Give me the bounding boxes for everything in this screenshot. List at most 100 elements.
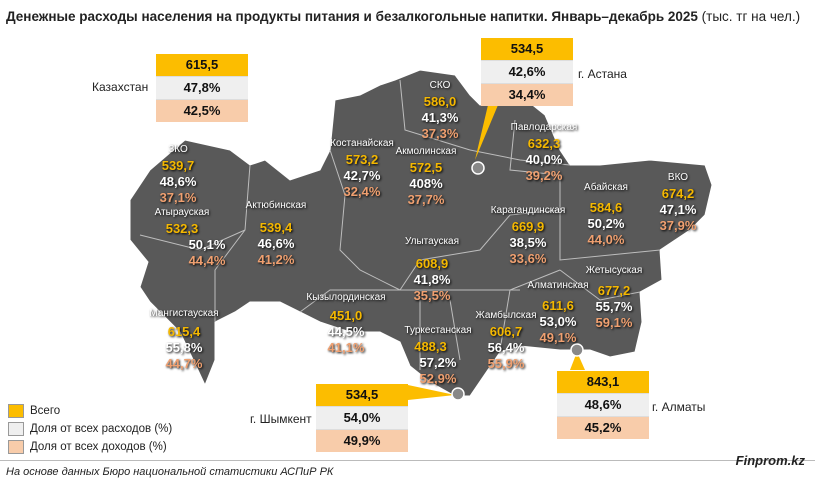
income-share: 45,2% xyxy=(557,417,649,439)
income-share: 44,4% xyxy=(188,253,226,268)
legend-total: Всего xyxy=(8,402,172,420)
expense-share: 38,5% xyxy=(509,235,547,250)
region-akmola: Акмолинская 572,5 408% 37,7% xyxy=(396,144,457,208)
income-share: 37,9% xyxy=(659,218,697,233)
expense-share: 46,6% xyxy=(257,236,295,251)
region-aktobe: Актюбинская 539,4 46,6% 41,2% xyxy=(246,198,307,268)
title-units: (тыс. тг на чел.) xyxy=(697,9,801,24)
income-share: 42,5% xyxy=(156,100,248,122)
region-kyzylorda: Кызылординская 451,0 44,5% 41,1% xyxy=(306,290,385,356)
shymkent-pointer xyxy=(408,385,455,400)
text: Всего xyxy=(30,405,61,417)
region-name: Костанайская xyxy=(330,138,394,149)
income-share: 44,7% xyxy=(165,356,203,371)
expense-share: 44,5% xyxy=(327,324,365,339)
title-main: Денежные расходы населения на продукты п… xyxy=(6,9,698,24)
astana-marker xyxy=(471,161,485,175)
total-value: 677,2 xyxy=(597,283,631,298)
expense-share: 50,1% xyxy=(188,237,226,252)
region-zhambyl: Жамбылская 606,7 56,4% 55,9% xyxy=(476,308,537,372)
income-share: 37,1% xyxy=(159,190,197,205)
country-shape xyxy=(129,69,713,397)
income-share: 49,1% xyxy=(539,330,577,345)
total-value: 534,5 xyxy=(316,384,408,406)
income-share: 33,6% xyxy=(509,251,547,266)
astana-box: 534,5 42,6% 34,4% xyxy=(481,38,573,106)
income-share: 34,4% xyxy=(481,84,573,106)
region-pavlodar: Павлодарская 632,3 40,0% 39,2% xyxy=(511,120,578,184)
expense-share: 40,0% xyxy=(525,152,563,167)
income-share: 55,9% xyxy=(487,356,525,371)
total-value: 539,4 xyxy=(259,220,293,235)
region-borders xyxy=(139,79,661,370)
astana-pointer xyxy=(475,105,498,160)
shymkent-box: 534,5 54,0% 49,9% xyxy=(316,384,408,452)
total-value: 632,3 xyxy=(527,136,561,151)
expense-share: 55,7% xyxy=(595,299,633,314)
total-value: 608,9 xyxy=(415,256,449,271)
region-almaty: Алматинская 611,6 53,0% 49,1% xyxy=(528,278,589,346)
kazakhstan-label: Казахстан xyxy=(92,80,149,94)
expense-share: 47,1% xyxy=(659,202,697,217)
total-value: 611,6 xyxy=(542,298,574,313)
almaty-box: 843,1 48,6% 45,2% xyxy=(557,371,649,439)
almaty-pointer xyxy=(570,352,585,370)
region-ulytau: Улытауская 608,9 41,8% 35,5% xyxy=(405,234,459,304)
total-value: 532,3 xyxy=(165,221,199,236)
total-value: 451,0 xyxy=(329,308,363,323)
total-value: 674,2 xyxy=(661,186,695,201)
almaty-label: г. Алматы xyxy=(652,400,706,414)
total-value: 539,7 xyxy=(161,158,195,173)
expense-share: 53,0% xyxy=(539,314,577,329)
region-name: Улытауская xyxy=(404,236,460,247)
income-share: 41,2% xyxy=(257,252,295,267)
income-share: 44,0% xyxy=(587,232,625,247)
astana-label: г. Астана xyxy=(578,67,627,81)
expense-share: 48,6% xyxy=(557,393,649,417)
income-share: 41,1% xyxy=(327,340,365,355)
expense-share: 41,3% xyxy=(421,110,459,125)
region-sko: СКО 586,0 41,3% 37,3% xyxy=(422,78,459,142)
region-name: Мангистауская xyxy=(149,308,219,319)
expense-share: 42,7% xyxy=(343,168,381,183)
total-value: 573,2 xyxy=(345,152,379,167)
income-share: 39,2% xyxy=(525,168,563,183)
region-mangistau: Мангистауская 615,4 55,8% 44,7% xyxy=(149,306,218,372)
expense-share: 48,6% xyxy=(159,174,197,189)
kazakhstan-box: 615,5 47,8% 42,5% xyxy=(156,54,248,122)
total-value: 586,0 xyxy=(423,94,457,109)
region-name: Карагандинская xyxy=(490,205,566,216)
income-share: 32,4% xyxy=(343,184,381,199)
income-share: 49,9% xyxy=(316,430,408,452)
legend-expenses: Доля от всех расходов (%) xyxy=(8,420,172,438)
expense-share: 55,8% xyxy=(165,340,203,355)
region-name: Павлодарская xyxy=(510,122,578,133)
region-name: Абайская xyxy=(584,182,628,193)
region-abai: Абайская 584,6 50,2% 44,0% xyxy=(584,180,628,248)
region-zko: ЗКО 539,7 48,6% 37,1% xyxy=(160,142,197,206)
region-turkestan: Туркестанская 488,3 57,2% 52,9% xyxy=(404,323,471,387)
expense-share: 42,6% xyxy=(481,60,573,84)
expense-share: 54,0% xyxy=(316,406,408,430)
region-name: СКО xyxy=(429,80,451,91)
total-value: 534,5 xyxy=(481,38,573,60)
region-vko: ВКО 674,2 47,1% 37,9% xyxy=(660,170,697,234)
region-name: Кызылординская xyxy=(306,292,386,303)
region-name: ЗКО xyxy=(168,144,188,155)
region-name: Туркестанская xyxy=(404,325,472,336)
total-value: 584,6 xyxy=(589,200,623,215)
source-note: На основе данных Бюро национальной стати… xyxy=(6,466,334,478)
total-value: 615,5 xyxy=(156,54,248,76)
expense-share: 50,2% xyxy=(587,216,625,231)
total-value: 843,1 xyxy=(557,371,649,393)
region-name: Актюбинская xyxy=(245,200,307,211)
total-value: 615,4 xyxy=(167,324,201,339)
region-name: ВКО xyxy=(667,172,689,183)
region-name: Жетысуская xyxy=(585,265,643,276)
region-atyrau: Атырауская 532,3 50,1% 44,4% xyxy=(139,205,226,269)
income-share: 52,9% xyxy=(419,371,457,386)
expense-share: 56,4% xyxy=(487,340,525,355)
income-share: 35,5% xyxy=(413,288,451,303)
expense-share: 41,8% xyxy=(413,272,451,287)
